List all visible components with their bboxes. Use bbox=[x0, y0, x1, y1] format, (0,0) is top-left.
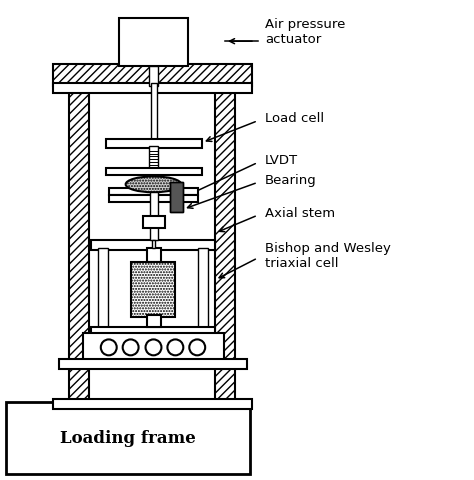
Bar bbox=[170, 183, 183, 213]
Circle shape bbox=[101, 340, 117, 356]
Bar bbox=[146, 249, 162, 263]
Circle shape bbox=[167, 340, 183, 356]
Bar bbox=[83, 334, 224, 361]
Bar bbox=[106, 169, 202, 176]
Ellipse shape bbox=[126, 177, 182, 193]
Bar bbox=[98, 249, 108, 330]
Bar bbox=[170, 183, 183, 213]
Text: Loading frame: Loading frame bbox=[60, 430, 195, 446]
Bar bbox=[91, 240, 215, 251]
Bar bbox=[53, 65, 252, 87]
Bar bbox=[109, 196, 198, 203]
Text: LVDT: LVDT bbox=[265, 154, 298, 167]
Bar bbox=[153, 240, 155, 249]
Bar bbox=[131, 263, 175, 317]
Bar bbox=[118, 19, 188, 67]
Bar bbox=[148, 146, 158, 171]
Bar bbox=[6, 402, 250, 474]
Bar bbox=[59, 360, 247, 370]
Bar bbox=[215, 79, 235, 406]
Bar bbox=[69, 79, 89, 406]
Bar bbox=[149, 193, 158, 240]
Text: Axial stem: Axial stem bbox=[265, 206, 335, 219]
Bar bbox=[146, 315, 162, 328]
Circle shape bbox=[189, 340, 205, 356]
Text: Bearing: Bearing bbox=[265, 173, 317, 186]
Bar bbox=[109, 189, 198, 196]
Bar bbox=[148, 67, 158, 87]
Bar bbox=[198, 249, 208, 330]
Text: Bishop and Wesley
triaxial cell: Bishop and Wesley triaxial cell bbox=[265, 241, 391, 269]
Circle shape bbox=[123, 340, 138, 356]
Circle shape bbox=[146, 340, 162, 356]
Text: Load cell: Load cell bbox=[265, 112, 324, 125]
Bar bbox=[151, 84, 157, 141]
Bar bbox=[53, 84, 252, 94]
Bar bbox=[106, 139, 202, 148]
Bar bbox=[53, 399, 252, 409]
Text: Air pressure
actuator: Air pressure actuator bbox=[265, 18, 345, 46]
Bar bbox=[143, 216, 165, 228]
Bar bbox=[91, 328, 215, 337]
